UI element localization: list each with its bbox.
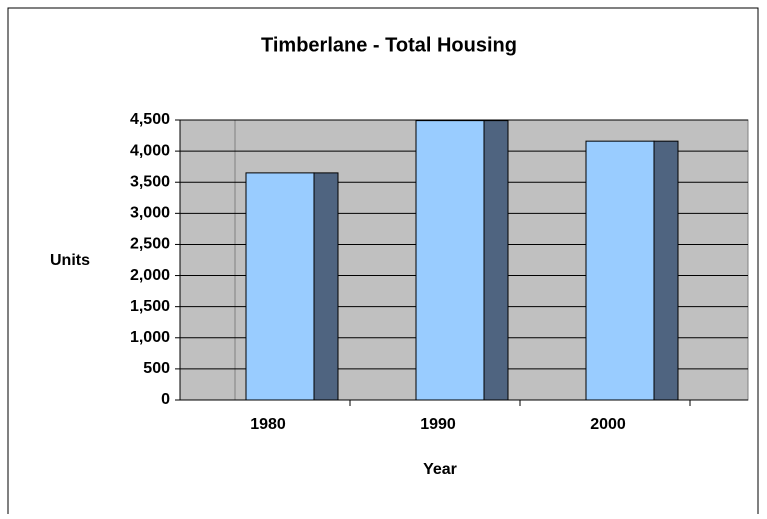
y-tick-label: 2,000 <box>130 267 170 284</box>
y-tick-label: 500 <box>143 360 170 377</box>
y-tick-label: 2,500 <box>130 236 170 253</box>
y-tick-label: 3,500 <box>130 173 170 190</box>
chart-title: Timberlane - Total Housing <box>261 34 517 56</box>
y-tick-label: 0 <box>161 391 170 408</box>
x-tick-label: 1980 <box>250 416 286 433</box>
chart-frame <box>7 7 759 514</box>
x-axis-label: Year <box>423 461 457 478</box>
y-tick-label: 3,000 <box>130 205 170 222</box>
bar-side <box>653 140 679 401</box>
bar <box>415 120 485 401</box>
y-tick-label: 1,500 <box>130 298 170 315</box>
bar-side <box>313 172 339 401</box>
bar <box>245 172 315 401</box>
y-tick-label: 1,000 <box>130 329 170 346</box>
x-tick-label: 1990 <box>420 416 456 433</box>
bar-side <box>483 120 509 401</box>
bar <box>585 140 655 401</box>
y-tick-label: 4,000 <box>130 142 170 159</box>
y-tick-label: 4,500 <box>130 111 170 128</box>
x-tick-label: 2000 <box>590 416 626 433</box>
y-axis-label: Units <box>50 252 90 269</box>
